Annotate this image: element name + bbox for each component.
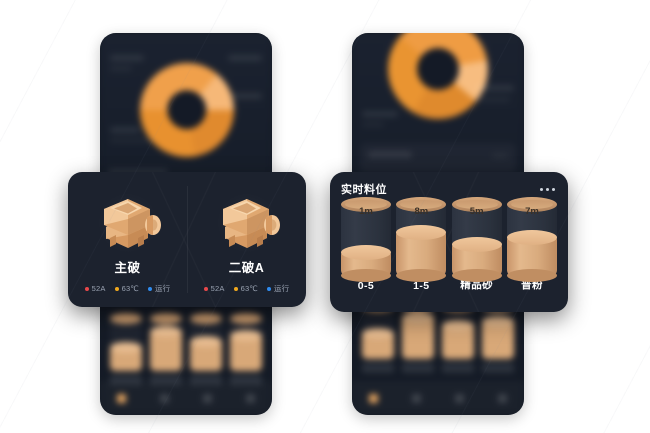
stat-temperature: 63℃ — [233, 284, 258, 293]
temperature-indicator-icon — [233, 286, 238, 291]
machine-stats: 52A 63℃ 运行 — [84, 283, 171, 294]
silo-label: 0-5 — [357, 280, 375, 292]
machine-status-card: 主破 52A 63℃ 运行 — [68, 172, 306, 307]
blurred-silo — [150, 313, 182, 385]
silo-card-header: 实时料位 — [341, 181, 557, 197]
blurred-panel — [360, 143, 516, 173]
silo-depth-value: 8m — [414, 206, 429, 217]
machine-stats: 52A 63℃ 运行 — [203, 283, 290, 294]
blurred-text-line — [480, 97, 510, 102]
silo-label: 1-5 — [413, 280, 430, 292]
silo-label: 普粉 — [521, 279, 543, 291]
machine-name: 主破 — [114, 261, 141, 275]
silo-fill — [396, 225, 447, 282]
current-indicator-icon — [84, 286, 89, 291]
stat-status: 运行 — [266, 283, 289, 294]
crusher-machine-icon — [209, 191, 285, 255]
donut-chart — [140, 63, 234, 157]
silo-rim — [341, 197, 391, 212]
blurred-tabbar — [352, 381, 524, 415]
blurred-tabbar — [100, 381, 272, 415]
blurred-silo-row — [110, 313, 262, 385]
silo-level-card: 实时料位 1m 0-5 8m 1-5 — [330, 172, 568, 312]
blurred-silo-row — [362, 301, 514, 373]
silo-3[interactable]: 7m 普粉 — [506, 197, 557, 291]
blurred-text-line — [492, 153, 508, 158]
silo-1[interactable]: 8m 1-5 — [396, 197, 447, 292]
blurred-silo — [190, 313, 222, 385]
more-horizontal-icon[interactable] — [538, 184, 557, 195]
blurred-text-line — [228, 55, 262, 61]
current-indicator-icon — [203, 286, 208, 291]
crusher-machine-icon — [90, 191, 166, 255]
page-title: 实时料位 — [341, 184, 387, 196]
silo-2[interactable]: 5m 精品砂 — [451, 197, 502, 291]
silo-rim — [396, 197, 447, 212]
blurred-silo — [230, 313, 262, 385]
silo-row: 1m 0-5 8m 1-5 5m 精品砂 — [341, 197, 557, 292]
blurred-text-line — [110, 55, 144, 61]
machine-name: 二破A — [228, 261, 265, 275]
blurred-silo — [110, 313, 142, 385]
blurred-text-line — [476, 85, 514, 91]
blurred-text-line — [362, 111, 398, 117]
silo-rim — [506, 197, 557, 212]
blurred-text-line — [232, 93, 262, 99]
blurred-text-line — [110, 127, 140, 133]
blurred-text-line — [110, 66, 132, 71]
silo-depth-value: 5m — [469, 206, 484, 217]
blurred-text-line — [110, 138, 154, 143]
stat-status: 运行 — [147, 283, 170, 294]
donut-chart — [388, 33, 488, 119]
blurred-text-line — [362, 122, 384, 127]
machine-cell-0[interactable]: 主破 52A 63℃ 运行 — [68, 172, 187, 307]
stat-current: 52A — [203, 284, 225, 293]
silo-fill — [506, 230, 557, 282]
blurred-text-line — [368, 151, 412, 158]
silo-depth-value: 7m — [525, 206, 539, 217]
stat-temperature: 63℃ — [114, 284, 139, 293]
status-indicator-icon — [266, 286, 271, 291]
status-indicator-icon — [147, 286, 152, 291]
silo-depth-value: 1m — [359, 206, 373, 217]
silo-fill — [451, 237, 502, 282]
silo-0[interactable]: 1m 0-5 — [341, 197, 391, 292]
stat-current: 52A — [84, 284, 106, 293]
silo-label: 精品砂 — [460, 279, 493, 291]
temperature-indicator-icon — [114, 286, 119, 291]
silo-rim — [451, 197, 502, 212]
silo-fill — [341, 245, 391, 282]
machine-cell-1[interactable]: 二破A 52A 63℃ 运行 — [187, 172, 306, 307]
